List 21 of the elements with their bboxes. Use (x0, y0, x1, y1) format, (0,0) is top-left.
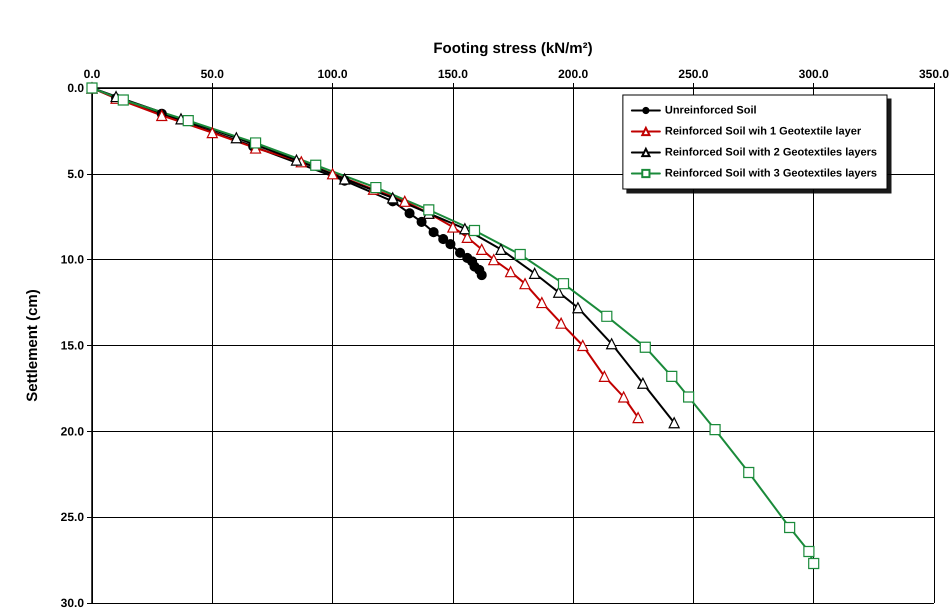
x-tick-label: 300.0 (798, 67, 830, 81)
x-tick-label: 100.0 (318, 67, 348, 81)
x-tick-label: 350.0 (918, 67, 950, 81)
legend-label: Reinforced Soil with 3 Geotextiles layers (664, 168, 878, 180)
x-tick-label: 250.0 (678, 67, 709, 81)
x-tick-label: 50.0 (200, 67, 224, 81)
x-tick-label: 0.0 (84, 67, 101, 81)
x-tick-label: 150.0 (438, 67, 468, 81)
legend-label: Reinforced Soil wih 1 Geotextile layer (664, 126, 862, 138)
y-tick-label: 15.0 (60, 338, 84, 352)
y-tick-label: 5.0 (67, 166, 84, 181)
x-tick-label: 200.0 (558, 67, 588, 81)
y-axis-title: Settlement (cm) (24, 289, 41, 402)
legend-label: Unreinforced Soil (664, 104, 757, 116)
y-tick-label: 20.0 (60, 424, 84, 438)
y-tick-label: 25.0 (60, 510, 84, 524)
legend-label: Reinforced Soil with 2 Geotextiles layers (664, 146, 878, 158)
y-tick-label: 0.0 (67, 81, 84, 95)
x-axis-title: Footing stress (kN/m²) (433, 40, 593, 57)
y-tick-label: 30.0 (60, 596, 84, 610)
y-tick-label: 10.0 (60, 252, 84, 267)
